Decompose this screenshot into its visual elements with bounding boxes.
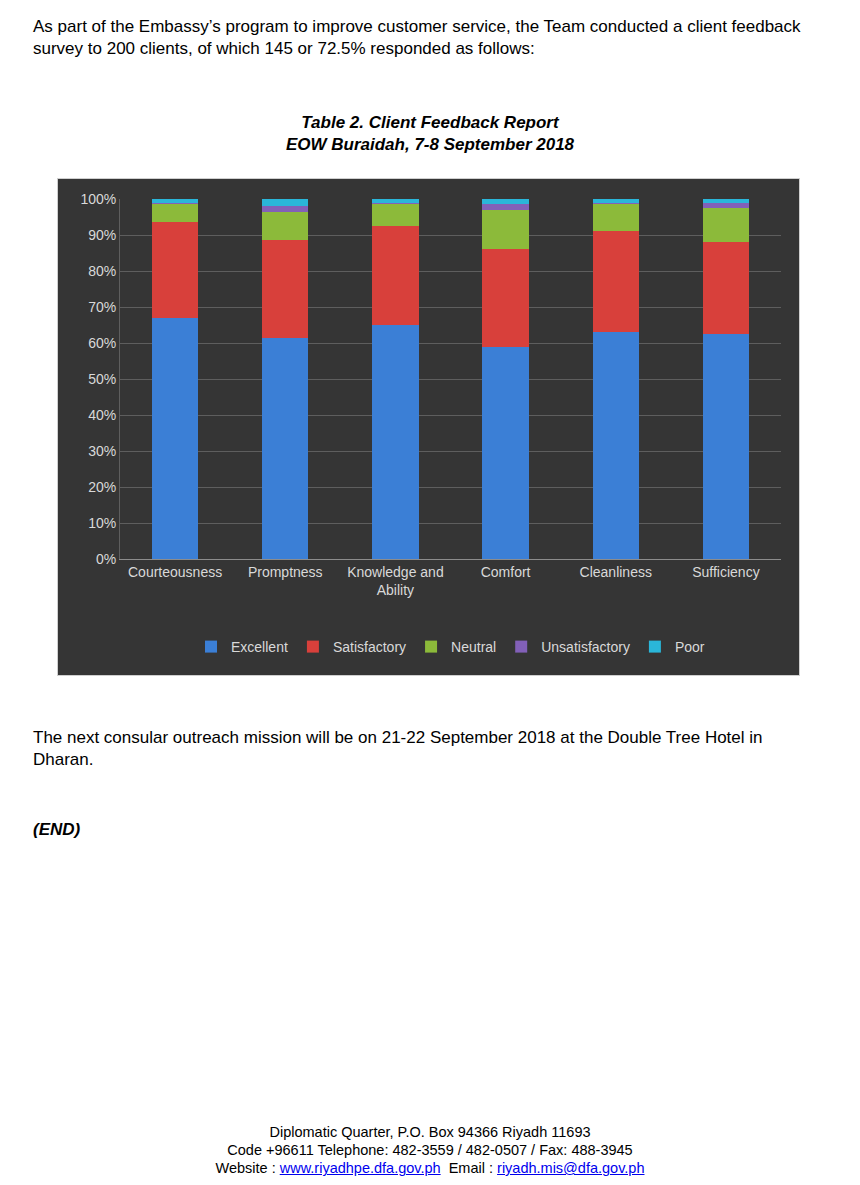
svg-text:30%: 30% [88,443,116,459]
svg-text:Poor: Poor [675,639,705,655]
html-text:The next consular outreach mis: The next consular outreach mission will … [33,728,763,769]
svg-text:Satisfactory: Satisfactory [333,639,406,655]
svg-text:Comfort: Comfort [481,564,531,580]
html-text:Diplomatic Quarter, P.O. Box 9: Diplomatic Quarter, P.O. Box 94366 Riyad… [269,1124,591,1140]
svg-text:20%: 20% [88,479,116,495]
svg-text:Knowledge andAbility: Knowledge andAbility [347,564,444,598]
svg-text:Sufficiency: Sufficiency [692,564,759,580]
svg-text:60%: 60% [88,335,116,351]
svg-text:Excellent: Excellent [231,639,288,655]
svg-text:90%: 90% [88,227,116,243]
svg-text:80%: 80% [88,263,116,279]
svg-text:0%: 0% [96,551,116,567]
html-text:Code +96611 Telephone: 482-355: Code +96611 Telephone: 482-3559 / 482-05… [227,1142,633,1158]
svg-text:70%: 70% [88,299,116,315]
svg-text:100%: 100% [80,191,116,207]
svg-text:Courteousness: Courteousness [128,564,222,580]
html-text:Website : www.riyadhpe.dfa.gov: Website : www.riyadhpe.dfa.gov.ph Email … [215,1160,645,1176]
html-text:Table 2. Client Feedback Repor: Table 2. Client Feedback Report [301,113,559,132]
svg-text:50%: 50% [88,371,116,387]
svg-text:Neutral: Neutral [451,639,496,655]
svg-text:40%: 40% [88,407,116,423]
svg-text:Promptness: Promptness [248,564,323,580]
svg-text:Unsatisfactory: Unsatisfactory [541,639,630,655]
html-text:(END): (END) [33,820,81,839]
html-text:As part of the Embassy’s progr: As part of the Embassy’s program to impr… [33,17,801,58]
svg-text:Cleanliness: Cleanliness [580,564,652,580]
svg-text:10%: 10% [88,515,116,531]
html-text:EOW Buraidah, 7-8 September 20: EOW Buraidah, 7-8 September 2018 [285,135,575,154]
